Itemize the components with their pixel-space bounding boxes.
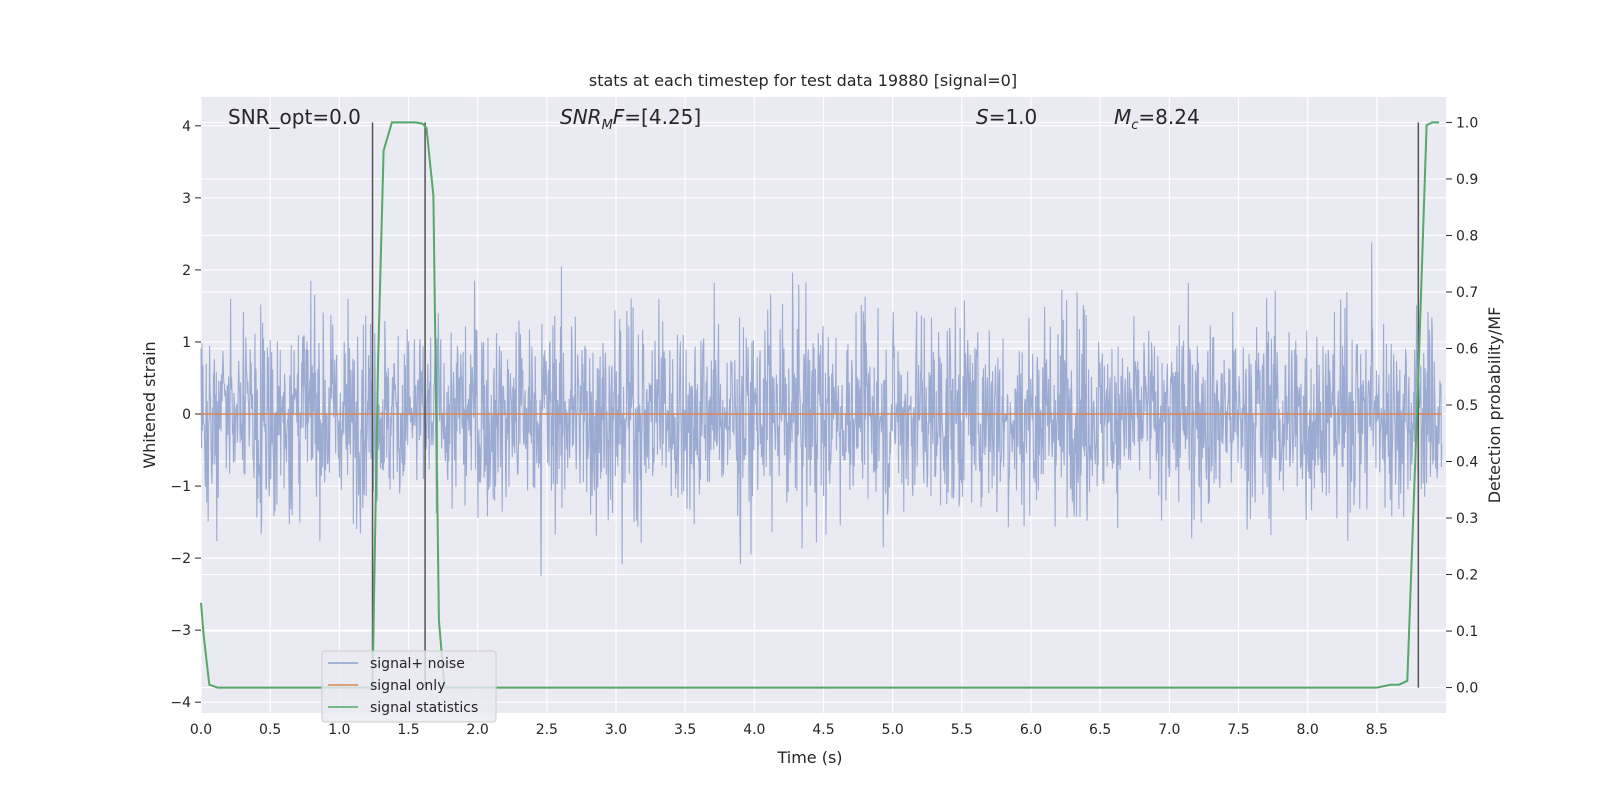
annotation-snr-mf-sub: M <box>602 118 613 133</box>
y2-ticks: 1.0 0.9 0.8 0.7 0.6 0.5 0.4 0.3 0.2 0.1 0.0 <box>1446 115 1478 697</box>
x-ticks: 0.0 0.5 1.0 1.5 2.0 2.5 3.0 3.5 4.0 4.5 5.0 5.5 6.0 6… <box>190 722 1388 738</box>
y-tick-label: 1 <box>182 335 191 351</box>
y-tick-label: −1 <box>170 479 191 495</box>
y-tick-label: −2 <box>170 551 191 567</box>
legend-box <box>321 650 497 723</box>
annotation-s-symbol: S <box>976 105 989 129</box>
x-tick-label: 3.5 <box>674 722 696 738</box>
x-tick-label: 2.0 <box>467 722 489 738</box>
y-tick-label: 2 <box>182 263 191 279</box>
y-ticks: 4 3 2 1 0 −1 −2 −3 −4 <box>170 119 201 711</box>
noise-trace <box>200 242 1443 576</box>
y2-tick-label: 1.0 <box>1456 115 1478 131</box>
annotation-s-value: =1.0 <box>989 105 1038 129</box>
x-tick-label: 6.0 <box>1020 722 1042 738</box>
x-tick-label: 5.0 <box>882 722 904 738</box>
x-tick-label: 5.5 <box>951 722 973 738</box>
y-tick-label: 4 <box>182 119 191 135</box>
x-tick-label: 7.0 <box>1158 722 1180 738</box>
annotation-snr-mf-base: SNR <box>560 105 602 129</box>
y2-axis-label: Detection probability/MF <box>1485 307 1504 504</box>
chart-title: stats at each timestep for test data 198… <box>589 71 1017 90</box>
y2-tick-label: 0.1 <box>1456 624 1478 640</box>
y-tick-label: −4 <box>170 695 191 711</box>
x-tick-label: 1.5 <box>397 722 419 738</box>
legend-label-signal-only: signal only <box>370 678 445 694</box>
x-tick-label: 0.5 <box>259 722 281 738</box>
y2-tick-label: 0.8 <box>1456 228 1478 244</box>
y2-tick-label: 0.3 <box>1456 511 1478 527</box>
legend-label-signal-plus-noise: signal+ noise <box>370 656 465 672</box>
y2-tick-label: 0.5 <box>1456 398 1478 414</box>
x-tick-label: 4.5 <box>812 722 834 738</box>
annotation-snr-mf-tail: F <box>613 105 625 129</box>
y2-tick-label: 0.0 <box>1456 681 1478 697</box>
x-tick-label: 3.0 <box>605 722 627 738</box>
x-tick-label: 0.0 <box>190 722 212 738</box>
y-tick-label: 3 <box>182 191 191 207</box>
y2-tick-label: 0.9 <box>1456 172 1478 188</box>
marker-vertical-lines <box>371 122 1420 688</box>
y-tick-label: −3 <box>170 623 191 639</box>
x-axis-label: Time (s) <box>776 748 842 767</box>
x-tick-label: 2.5 <box>536 722 558 738</box>
y2-tick-label: 0.4 <box>1456 455 1478 471</box>
x-tick-label: 6.5 <box>1089 722 1111 738</box>
x-tick-label: 8.5 <box>1366 722 1388 738</box>
annotation-mc-sub: c <box>1131 118 1138 133</box>
annotation-snr-mf-value: =[4.25] <box>624 105 701 129</box>
y2-tick-label: 0.7 <box>1456 285 1478 301</box>
x-tick-label: 4.0 <box>743 722 765 738</box>
x-tick-label: 7.5 <box>1227 722 1249 738</box>
x-tick-label: 8.0 <box>1297 722 1319 738</box>
annotation-mc: Mc=8.24 <box>1114 105 1200 133</box>
legend: signal+ noise signal only signal statist… <box>321 650 497 723</box>
annotation-mc-base: M <box>1114 105 1131 129</box>
y-tick-label: 0 <box>182 407 191 423</box>
annotation-s: S=1.0 <box>976 105 1037 129</box>
y-axis-label: Whitened strain <box>140 341 159 468</box>
x-tick-label: 1.0 <box>328 722 350 738</box>
annotation-snr-mf: SNRMF=[4.25] <box>560 105 701 133</box>
y2-tick-label: 0.2 <box>1456 568 1478 584</box>
y2-tick-label: 0.6 <box>1456 341 1478 357</box>
legend-label-signal-statistics: signal statistics <box>370 700 478 716</box>
annotation-snr-opt: SNR_opt=0.0 <box>228 105 361 129</box>
series-signal-plus-noise <box>200 242 1443 576</box>
annotation-mc-value: =8.24 <box>1138 105 1199 129</box>
